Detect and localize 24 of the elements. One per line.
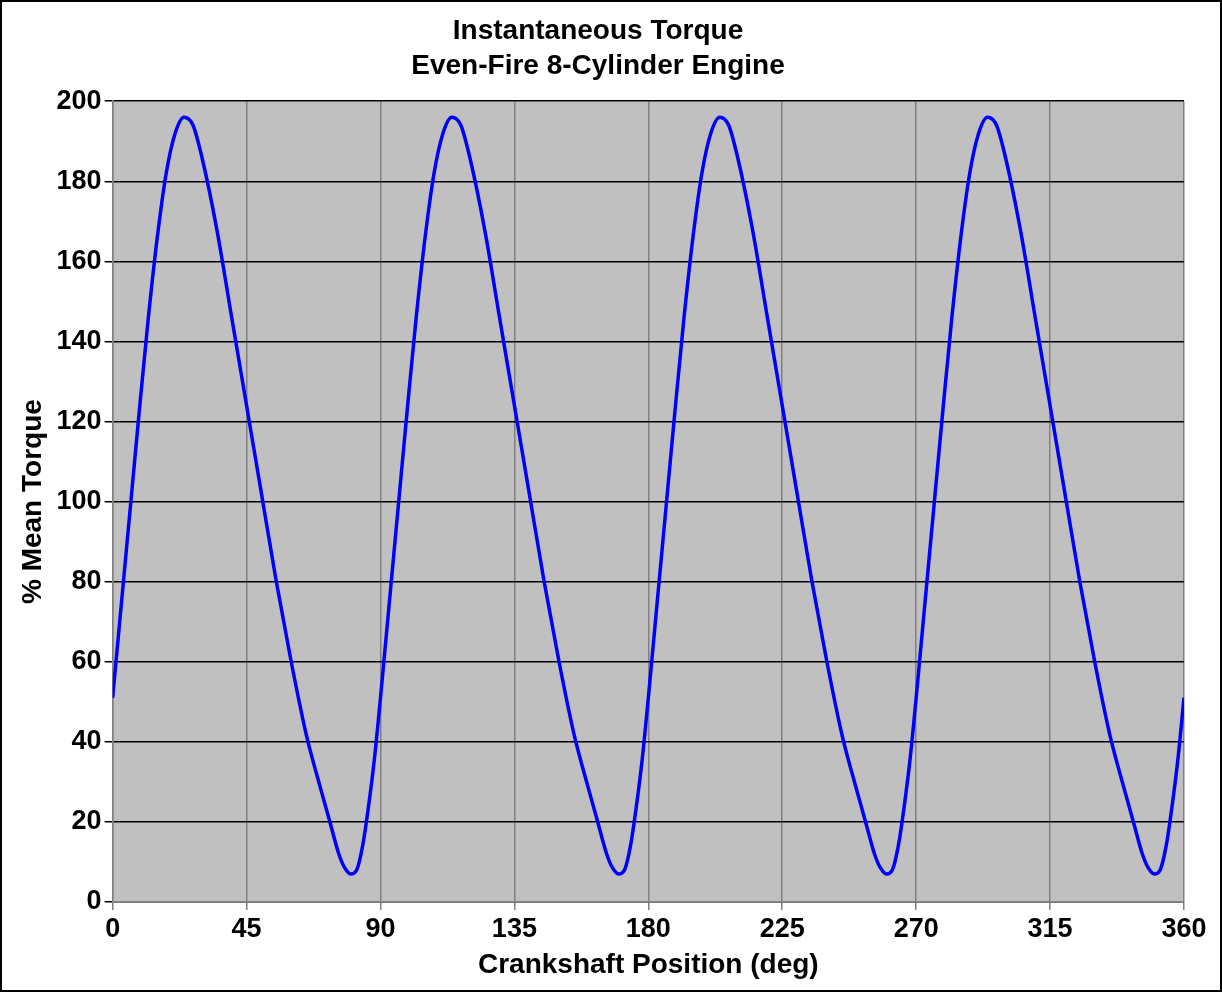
y-tick-label: 200 [56, 84, 102, 115]
chart-subtitle: Even-Fire 8-Cylinder Engine [411, 49, 785, 81]
x-tick-label: 180 [625, 912, 671, 943]
x-tick-label: 315 [1027, 912, 1073, 943]
x-tick-label: 225 [759, 912, 805, 943]
x-tick-label: 90 [365, 912, 396, 943]
x-tick-label: 360 [1161, 912, 1207, 943]
x-tick-label: 270 [893, 912, 939, 943]
x-tick-label: 45 [231, 912, 262, 943]
y-tick-label: 180 [56, 164, 102, 195]
x-tick-label: 0 [105, 912, 121, 943]
y-tick-label: 40 [71, 725, 102, 756]
y-axis-title: % Mean Torque [15, 399, 47, 605]
y-tick-label: 160 [56, 244, 102, 275]
y-tick-label: 100 [56, 485, 102, 516]
y-tick-label: 140 [56, 324, 102, 355]
x-axis-title: Crankshaft Position (deg) [477, 947, 819, 979]
y-tick-label: 80 [71, 565, 102, 596]
y-tick-label: 120 [56, 404, 102, 435]
y-tick-label: 0 [86, 885, 102, 916]
y-tick-label: 20 [71, 805, 102, 836]
y-tick-label: 60 [71, 645, 102, 676]
x-tick-label: 135 [491, 912, 537, 943]
chart-title: Instantaneous Torque [452, 13, 744, 45]
